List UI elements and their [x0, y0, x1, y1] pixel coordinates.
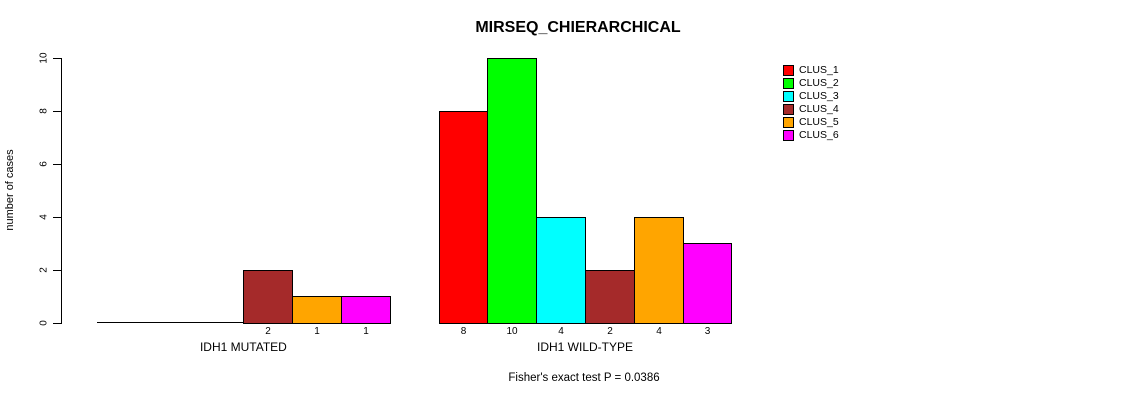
y-tick-label: 6 [38, 161, 50, 167]
subtitle-fisher-test: Fisher's exact test P = 0.0386 [508, 372, 660, 384]
zero-height-bar-clus-3 [195, 322, 244, 323]
y-tick-mark [53, 270, 61, 271]
bar-value-label: 4 [558, 326, 564, 337]
y-tick-mark [53, 58, 61, 59]
bar-value-label: 1 [314, 326, 320, 337]
bar-value-label: 3 [704, 326, 711, 337]
chart-title: MIRSEQ_CHIERARCHICAL [475, 19, 681, 36]
x-group-label-2: IDH1 WILD-TYPE [536, 340, 634, 354]
legend-item-clus_5: CLUS_5 [783, 116, 839, 128]
y-tick-mark [53, 111, 61, 112]
bar-idh1-wild-type-clus-6 [683, 243, 732, 324]
bar-idh1-mutated-clus-5 [292, 296, 342, 324]
zero-height-bar-clus-1 [97, 322, 147, 323]
bar-value-label: 8 [460, 326, 467, 337]
x-group-label-1: IDH1 MUTATED [199, 340, 287, 354]
legend-swatch-clus_5 [783, 116, 794, 128]
bar-value-label: 1 [363, 326, 369, 337]
legend-item-clus_2: CLUS_2 [783, 77, 839, 89]
y-axis-title: number of cases [4, 149, 16, 231]
legend-label: CLUS_2 [799, 77, 839, 89]
legend-label: CLUS_6 [799, 129, 839, 141]
bar-idh1-wild-type-clus-4 [585, 270, 635, 324]
y-tick-label: 10 [38, 52, 50, 64]
y-tick-mark [53, 217, 61, 218]
bar-idh1-wild-type-clus-1 [439, 111, 488, 324]
bar-idh1-wild-type-clus-2 [487, 58, 537, 324]
zero-height-bar-clus-2 [146, 322, 196, 323]
legend-swatch-clus_1 [783, 64, 794, 76]
bar-idh1-wild-type-clus-5 [634, 217, 684, 324]
y-tick-label: 4 [38, 214, 50, 220]
bar-value-label: 2 [265, 326, 271, 337]
legend-label: CLUS_5 [799, 116, 839, 128]
legend-label: CLUS_1 [799, 64, 839, 76]
bar-value-label: 2 [607, 326, 613, 337]
legend-label: CLUS_4 [799, 103, 839, 115]
legend-item-clus_1: CLUS_1 [783, 64, 839, 76]
legend-swatch-clus_6 [783, 129, 794, 141]
y-tick-mark [53, 323, 61, 324]
legend-item-clus_6: CLUS_6 [783, 129, 839, 141]
legend-swatch-clus_3 [783, 90, 794, 102]
y-tick-label: 8 [38, 108, 50, 114]
legend-item-clus_3: CLUS_3 [783, 90, 839, 102]
legend-item-clus_4: CLUS_4 [783, 103, 839, 115]
y-axis-line [61, 58, 62, 324]
legend-swatch-clus_2 [783, 77, 794, 89]
legend-label: CLUS_3 [799, 90, 839, 102]
legend-swatch-clus_4 [783, 103, 794, 115]
bar-idh1-wild-type-clus-3 [536, 217, 586, 324]
bar-idh1-mutated-clus-4 [243, 270, 293, 324]
y-tick-label: 2 [38, 267, 50, 273]
bar-idh1-mutated-clus-6 [341, 296, 391, 324]
y-tick-label: 0 [38, 320, 50, 326]
bar-value-label: 4 [656, 326, 662, 337]
y-tick-mark [53, 164, 61, 165]
bar-value-label: 10 [506, 326, 518, 337]
